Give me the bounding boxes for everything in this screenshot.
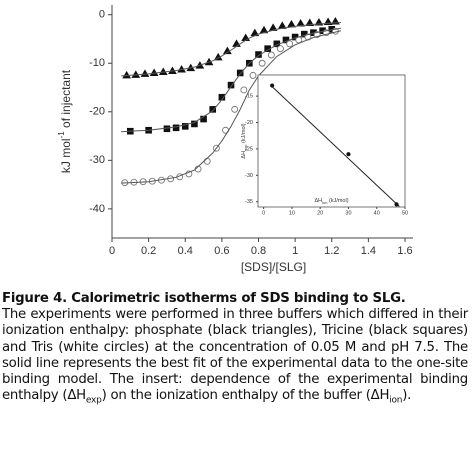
x-tick-label: 20 bbox=[317, 210, 323, 216]
x-tick-label: 50 bbox=[402, 210, 408, 216]
triangle-point bbox=[232, 39, 241, 47]
triangle-point bbox=[287, 19, 296, 28]
caption-subscript: exp bbox=[85, 395, 102, 406]
y-axis-label-part: exp bbox=[243, 144, 248, 151]
y-tick-label: -15 bbox=[245, 94, 253, 100]
x-tick-label: 30 bbox=[345, 210, 351, 216]
fit-line bbox=[121, 30, 342, 184]
x-tick-label: 1 bbox=[292, 245, 298, 257]
y-tick-label: -30 bbox=[89, 154, 105, 166]
y-axis-label: kJ mol-1 of injectant bbox=[57, 69, 73, 173]
x-tick-label: 1.6 bbox=[397, 245, 412, 257]
y-tick-label: -30 bbox=[245, 173, 253, 179]
square-point bbox=[227, 81, 235, 89]
x-tick-label: 0.4 bbox=[178, 245, 193, 257]
x-tick-label: 0 bbox=[262, 210, 265, 216]
caption-text: ) on the ionization enthalpy of the buff… bbox=[101, 388, 390, 404]
square-point bbox=[255, 51, 262, 58]
fit-line bbox=[121, 27, 341, 133]
circle-point bbox=[240, 86, 248, 94]
y-tick-label: 0 bbox=[99, 9, 105, 21]
x-tick-label: 10 bbox=[289, 210, 295, 216]
x-axis-label-part: ΔH bbox=[314, 198, 322, 204]
triangle-point bbox=[140, 69, 150, 77]
circle-point bbox=[258, 59, 266, 67]
inset-frame bbox=[257, 74, 406, 208]
x-axis-label: ΔHion (kJ/mol) bbox=[314, 198, 348, 205]
x-tick-label: 1.2 bbox=[324, 245, 339, 257]
x-tick-label: 0.2 bbox=[141, 245, 156, 257]
y-tick-label: -20 bbox=[89, 106, 105, 118]
point bbox=[346, 152, 351, 157]
square-point bbox=[181, 123, 189, 130]
y-axis-label-part: of injectant bbox=[59, 69, 73, 131]
y-tick-label: -35 bbox=[245, 199, 253, 205]
square-point bbox=[172, 124, 180, 132]
square-point bbox=[236, 69, 244, 77]
figure: 0-10-20-30-400 0.2 0.4 0.6 0.8 1 1.2 1.4 1.6[SDS… bbox=[57, 5, 413, 274]
x-tick-label: 40 bbox=[374, 210, 380, 216]
square-point bbox=[191, 120, 198, 128]
square-point bbox=[163, 125, 171, 133]
y-axis-label: ΔHexp (kJ/mol) bbox=[241, 123, 248, 158]
point bbox=[270, 83, 275, 88]
fit-line bbox=[121, 21, 341, 77]
y-tick-label: -40 bbox=[89, 203, 105, 215]
y-axis-label-part: -1 bbox=[57, 131, 66, 139]
y-tick-label: -10 bbox=[89, 57, 105, 69]
y-axis-label-part: ΔH bbox=[241, 151, 247, 159]
x-axis-label: [SDS]/[SLG] bbox=[241, 260, 306, 274]
x-tick-label: 0.6 bbox=[214, 245, 229, 257]
circle-point bbox=[249, 71, 257, 79]
circle-point bbox=[203, 157, 211, 165]
square-point bbox=[209, 106, 217, 113]
caption-body: The experiments were performed in three … bbox=[2, 307, 468, 406]
caption: Figure 4. Calorimetric isotherms of SDS … bbox=[2, 291, 468, 406]
x-tick-label: 0 bbox=[109, 245, 115, 257]
triangle-point bbox=[305, 18, 315, 26]
x-tick-label: 0.8 bbox=[251, 245, 266, 257]
triangle-point bbox=[222, 46, 232, 55]
y-tick-label: -20 bbox=[245, 120, 253, 126]
caption-title: Figure 4. Calorimetric isotherms of SDS … bbox=[2, 291, 406, 306]
caption-text: The experiments were performed in three … bbox=[2, 307, 468, 404]
x-axis-label-part: ion bbox=[322, 200, 327, 205]
fit-line bbox=[271, 86, 400, 207]
caption-text: ). bbox=[402, 388, 412, 404]
y-axis-label-part: kJ mol bbox=[59, 138, 73, 173]
y-axis-label-part: (kJ/mol) bbox=[241, 123, 247, 144]
x-axis-label-part: (kJ/mol) bbox=[327, 198, 348, 204]
y-tick-label: -25 bbox=[245, 146, 253, 152]
x-tick-label: 1.4 bbox=[361, 245, 376, 257]
triangle-point bbox=[277, 21, 287, 29]
triangle-point bbox=[241, 33, 251, 42]
circle-point bbox=[277, 45, 284, 53]
caption-subscript: ion bbox=[389, 395, 403, 406]
circle-point bbox=[231, 105, 239, 113]
point bbox=[394, 202, 399, 207]
circle-point bbox=[267, 51, 275, 59]
circle-point bbox=[286, 40, 294, 48]
